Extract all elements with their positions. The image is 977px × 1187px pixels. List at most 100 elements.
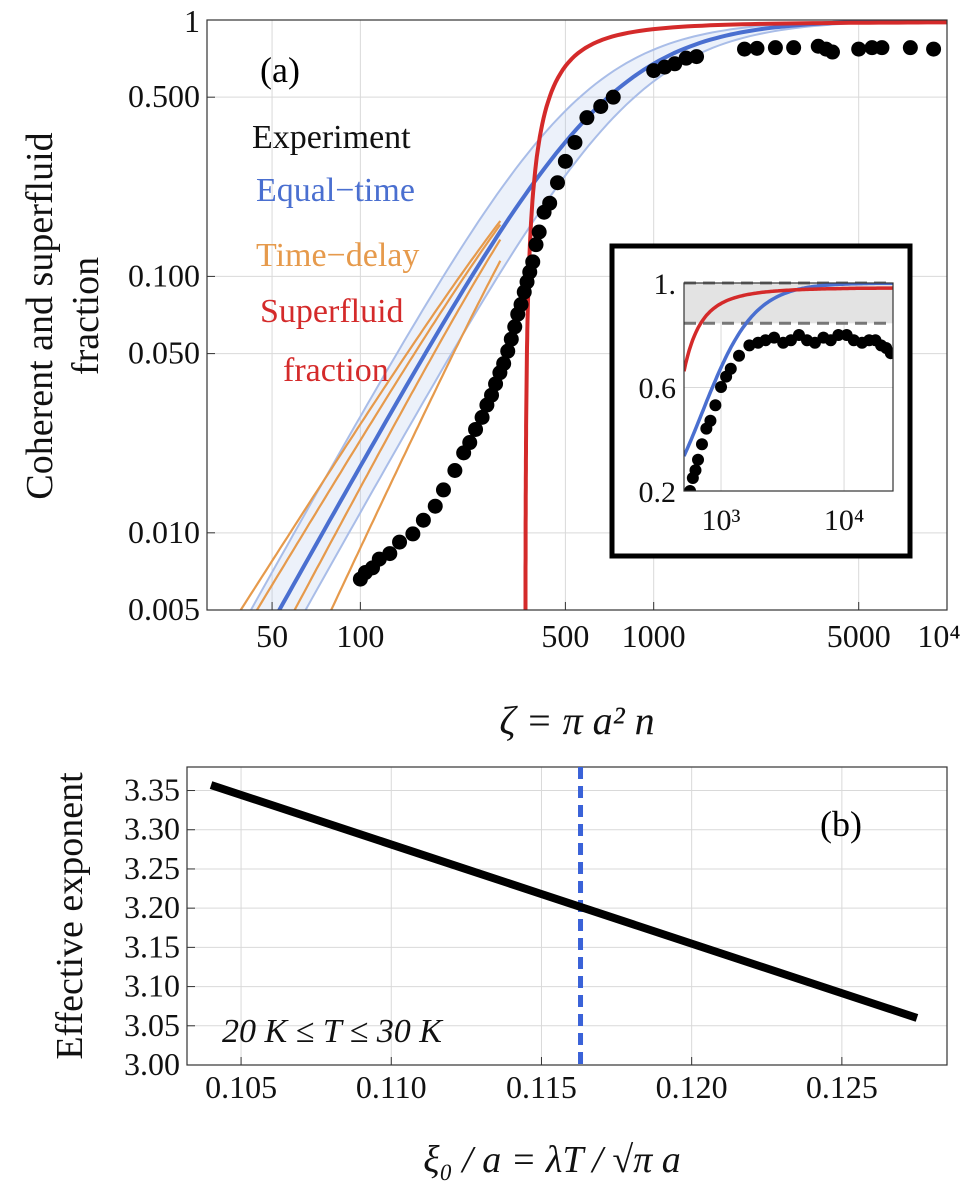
inset-superfluid-curve bbox=[684, 286, 893, 372]
inset-axes bbox=[683, 282, 894, 492]
experiment-points bbox=[352, 38, 942, 587]
i-xtick-label-0: 10³ bbox=[702, 504, 741, 537]
time-delay-curve-2 bbox=[293, 239, 502, 610]
b-ytick-label-0: 3.00 bbox=[124, 1046, 180, 1082]
panel-b-frame bbox=[186, 766, 948, 1066]
inset-ticks: 10³ 10⁴ 0.2 0.6 1. bbox=[639, 268, 865, 537]
inset-point bbox=[724, 362, 737, 375]
inset-point bbox=[715, 381, 728, 393]
panel-b-label: (b) bbox=[820, 804, 862, 844]
experiment-point bbox=[749, 40, 765, 56]
b-ytick-label-6: 3.30 bbox=[124, 811, 180, 847]
experiment-point bbox=[462, 435, 478, 451]
b-ytick-label-2: 3.10 bbox=[124, 968, 180, 1004]
panel-b-ylabel: Effective exponent bbox=[49, 772, 91, 1060]
experiment-point bbox=[605, 89, 621, 105]
experiment-point bbox=[447, 462, 463, 478]
inset-point bbox=[768, 331, 781, 344]
panel-a-frame bbox=[206, 19, 948, 611]
experiment-point bbox=[851, 41, 867, 57]
inset-point bbox=[709, 399, 722, 412]
a-ytick-label-0: 0.005 bbox=[128, 591, 200, 627]
panel-b: 0.105 0.110 0.115 0.120 0.125 3.003.053.10 3.1… bbox=[49, 766, 948, 1181]
experiment-point bbox=[557, 153, 573, 169]
temperature-annotation: 20 K ≤ T ≤ 30 K bbox=[222, 1013, 444, 1050]
a-xtick-label-4: 5000 bbox=[827, 618, 891, 654]
b-xtick-label-4: 0.125 bbox=[806, 1069, 878, 1105]
equal-time-band-fill bbox=[250, 20, 947, 610]
a-xtick-label-2: 500 bbox=[541, 618, 589, 654]
time-delay-curve-0 bbox=[239, 220, 502, 610]
a-xtick-label-3: 1000 bbox=[622, 618, 686, 654]
legend-time-delay: Time−delay bbox=[256, 237, 419, 274]
legend-superfluid: Superfluid bbox=[260, 293, 404, 330]
a-ytick-label-1: 0.010 bbox=[128, 514, 200, 550]
inset-point bbox=[884, 347, 893, 360]
experiment-point bbox=[503, 331, 519, 347]
panel-a-xlabel: ζ = π a² n bbox=[499, 698, 654, 743]
inset-curves bbox=[684, 283, 893, 457]
experiment-point bbox=[926, 41, 942, 57]
inset-point bbox=[832, 329, 845, 341]
experiment-point bbox=[435, 482, 451, 498]
a-xtick-label-0: 50 bbox=[256, 618, 288, 654]
experiment-point bbox=[531, 224, 547, 240]
experiment-point bbox=[593, 98, 609, 114]
time-delay-curve-1 bbox=[255, 223, 502, 610]
b-xtick-label-0: 0.105 bbox=[205, 1069, 277, 1105]
a-ytick-label-5: 1 bbox=[184, 3, 200, 39]
inset: 10³ 10⁴ 0.2 0.6 1. bbox=[609, 243, 913, 559]
superfluid-curve bbox=[523, 20, 947, 610]
b-ytick-label-3: 3.15 bbox=[124, 928, 180, 964]
experiment-point bbox=[550, 175, 566, 191]
experiment-point bbox=[737, 41, 753, 57]
panel-a-ticks: 50 100 500 1000 5000 10⁴ 0.005 0.010 0.050 0.100 0… bbox=[128, 3, 961, 654]
panel-b-ticks: 0.105 0.110 0.115 0.120 0.125 3.003.053.10 3.1… bbox=[124, 772, 878, 1105]
panel-b-plot bbox=[209, 767, 919, 1065]
experiment-point bbox=[507, 319, 523, 335]
a-xtick-label-1: 100 bbox=[336, 618, 384, 654]
experiment-point bbox=[902, 40, 918, 56]
panel-a-ylabel: Coherent and superfluid bbox=[19, 132, 61, 499]
b-xtick-label-2: 0.115 bbox=[506, 1069, 577, 1105]
panel-a: 50 100 500 1000 5000 10⁴ 0.005 0.010 0.050 0.100 0… bbox=[19, 3, 961, 743]
inset-point bbox=[733, 349, 746, 362]
b-xtick-label-3: 0.120 bbox=[656, 1069, 728, 1105]
experiment-point bbox=[392, 534, 408, 550]
b-xtick-label-1: 0.110 bbox=[356, 1069, 427, 1105]
legend-superfluid-line2: fraction bbox=[283, 352, 389, 389]
i-ytick-label-2: 1. bbox=[654, 268, 677, 301]
experiment-point bbox=[484, 387, 500, 403]
inset-point bbox=[695, 438, 708, 451]
time-delay-curve-3 bbox=[329, 260, 502, 610]
a-ytick-label-4: 0.500 bbox=[128, 78, 200, 114]
experiment-point bbox=[496, 356, 512, 372]
inset-point bbox=[689, 464, 702, 477]
experiment-point bbox=[567, 134, 583, 150]
time-delay-curves bbox=[239, 220, 502, 610]
experiment-point bbox=[528, 237, 544, 253]
inset-point bbox=[684, 485, 697, 491]
inset-equal-time-curve bbox=[684, 283, 893, 457]
superfluid-curve-group bbox=[523, 20, 947, 610]
inset-point bbox=[692, 453, 705, 466]
experiment-point bbox=[415, 512, 431, 528]
experiment-point bbox=[767, 40, 783, 56]
experiment-point bbox=[579, 110, 595, 126]
experiment-point bbox=[525, 254, 541, 270]
panel-b-grid bbox=[187, 767, 947, 1066]
experiment-point bbox=[382, 546, 398, 562]
inset-point bbox=[704, 414, 717, 427]
experiment-point bbox=[689, 49, 705, 65]
experiment-point bbox=[468, 421, 484, 437]
a-ytick-label-2: 0.050 bbox=[128, 335, 200, 371]
b-ytick-label-4: 3.20 bbox=[124, 889, 180, 925]
exponent-line bbox=[209, 781, 919, 1022]
b-ytick-label-5: 3.25 bbox=[124, 850, 180, 886]
experiment-point bbox=[667, 56, 683, 72]
experiment-point bbox=[513, 297, 529, 313]
experiment-point bbox=[874, 40, 890, 56]
i-ytick-label-1: 0.6 bbox=[639, 372, 677, 405]
a-ytick-label-3: 0.100 bbox=[128, 257, 200, 293]
